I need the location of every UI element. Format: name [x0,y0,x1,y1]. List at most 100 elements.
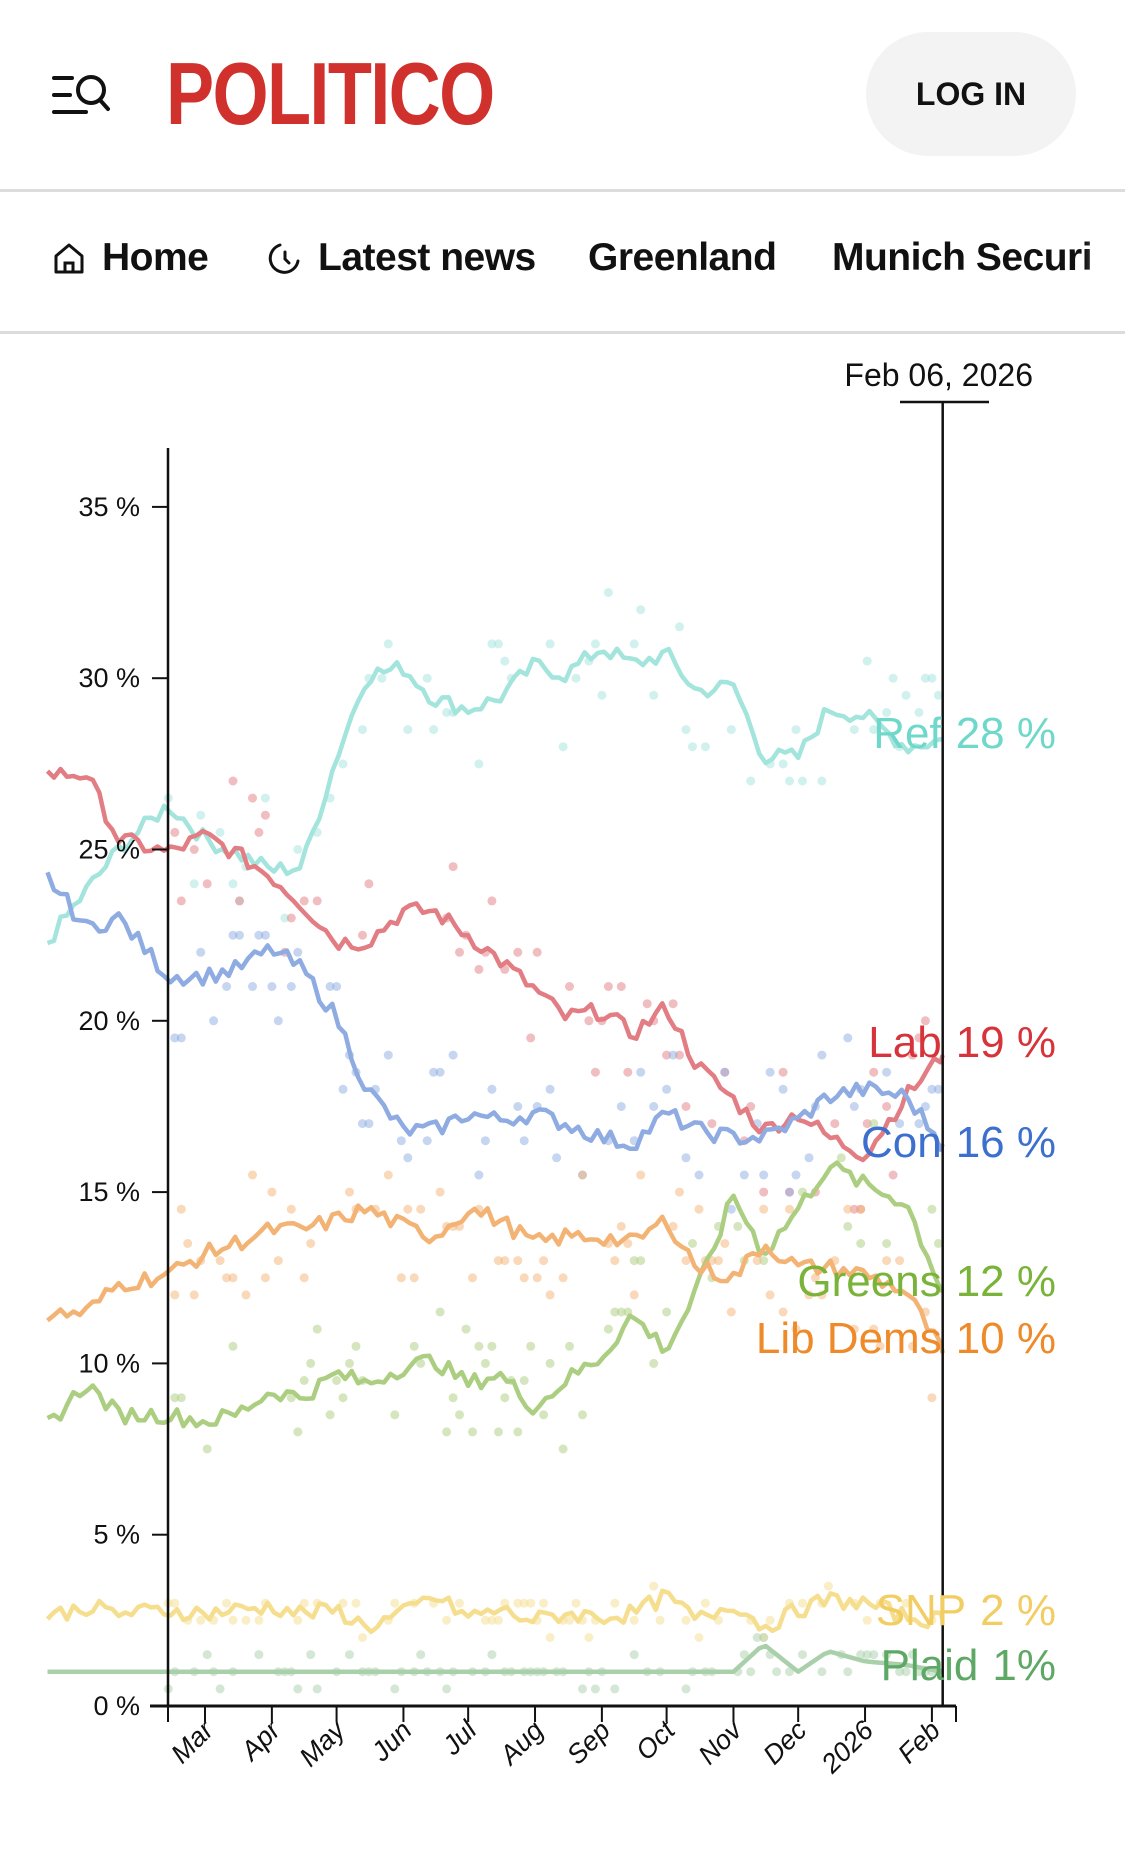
poll-dot [616,1221,626,1231]
poll-dot [895,1256,905,1266]
poll-dot [338,1084,348,1094]
poll-dot [668,999,678,1009]
poll-dot [403,1153,413,1163]
poll-dot [390,1410,400,1420]
poll-dot [862,1119,872,1129]
poll-dot [228,1615,238,1625]
poll-dot [927,673,937,683]
poll-dot [383,1050,393,1060]
poll-dot [306,1358,316,1368]
poll-dot [778,1084,788,1094]
poll-dot [856,1239,866,1248]
nav-item-greenland[interactable]: Greenland [588,236,777,280]
poll-dot [752,1633,762,1642]
poll-dot [590,1684,600,1694]
poll-dot [325,1410,335,1420]
poll-dot [228,930,238,940]
poll-dot [519,1136,529,1146]
poll-dot [603,982,613,991]
politico-logo[interactable]: POLITICO [166,44,495,143]
poll-dot [442,1684,452,1694]
poll-dot [377,673,387,683]
poll-dot [681,1684,691,1694]
poll-dot [920,673,930,683]
x-tick-label: Feb [892,1715,946,1769]
poll-dot [416,1358,426,1368]
poll-dot [254,1650,264,1660]
poll-dot [299,896,309,906]
poll-dot [493,1256,503,1266]
poll-dot [286,1204,296,1214]
poll-dot [830,1119,840,1129]
nav-item-munich-security[interactable]: Munich Securi [832,236,1093,280]
poll-dot [286,1393,296,1403]
poll-dot [545,1290,555,1300]
trend-line-con [45,871,945,1152]
poll-dot [396,1273,406,1283]
poll-dot [545,1358,555,1368]
poll-dot [358,930,367,940]
x-tick-label: Jun [365,1715,418,1768]
poll-dot [668,1221,678,1231]
poll-dot [422,673,432,683]
poll-dot [856,1650,866,1660]
poll-dot [675,1187,684,1197]
poll-dot [176,1033,186,1043]
poll-dot [338,1393,348,1403]
poll-dot [519,1273,529,1283]
poll-dot [849,1324,859,1334]
nav-item-home[interactable]: Home [52,236,209,280]
poll-dot [189,845,199,854]
poll-dot [785,1204,794,1214]
nav-item-latest-news[interactable]: Latest news [268,236,536,280]
y-tick-label: 30 % [78,663,140,693]
y-tick-label: 25 % [78,835,140,865]
poll-dot [487,1084,497,1094]
x-tick-label: Nov [693,1714,749,1770]
poll-dot [500,656,510,666]
poll-dot [170,1598,180,1608]
poll-dot [649,690,659,700]
poll-dot [409,1273,419,1283]
trend-lines [45,646,945,1674]
poll-dot [215,1684,225,1694]
poll-dot [681,725,691,735]
poll-dot [759,1170,769,1180]
poll-dot [785,1187,794,1197]
poll-dot [849,1204,859,1214]
poll-dot [306,1239,316,1248]
poll-dot [539,1410,549,1420]
poll-dot [726,725,736,735]
poll-dot [260,810,270,820]
poll-dot [390,1684,400,1694]
poll-dot [778,1067,788,1077]
poll-dot [914,1119,924,1129]
login-button[interactable]: LOG IN [866,32,1076,156]
poll-dot [299,1273,309,1283]
poll-dot [545,1633,555,1642]
poll-dot [804,1153,814,1163]
menu-search-icon[interactable] [52,70,116,120]
poll-dot [293,1615,303,1625]
series-value-label: 19 % [956,1018,1056,1067]
poll-dot [791,1324,801,1334]
poll-dot [254,930,264,940]
x-tick-label: 2026 [815,1714,880,1779]
poll-dot [416,1204,426,1214]
poll-dot [196,810,206,820]
poll-dot [480,1358,490,1368]
poll-dot [196,947,206,957]
poll-dot [558,742,568,752]
poll-dot [565,1615,574,1625]
poll-dot [933,1084,943,1094]
poll-dot [927,1204,937,1214]
poll-dot [571,673,581,683]
poll-dot [396,1136,406,1146]
poll-dot [933,690,943,700]
poll-dot [448,1393,458,1403]
nav-item-label: Home [102,236,209,279]
poll-dot [448,862,458,872]
poll-dot [358,725,367,735]
poll-dot [603,588,613,597]
poll-dot [332,982,342,991]
